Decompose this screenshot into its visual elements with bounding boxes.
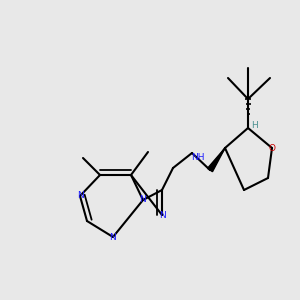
Text: N: N (110, 232, 116, 242)
Text: N: N (140, 196, 146, 205)
Polygon shape (208, 148, 225, 172)
Text: O: O (268, 143, 275, 152)
Text: NH: NH (191, 153, 204, 162)
Text: N: N (159, 211, 165, 220)
Text: H: H (251, 121, 258, 130)
Text: N: N (76, 191, 83, 200)
